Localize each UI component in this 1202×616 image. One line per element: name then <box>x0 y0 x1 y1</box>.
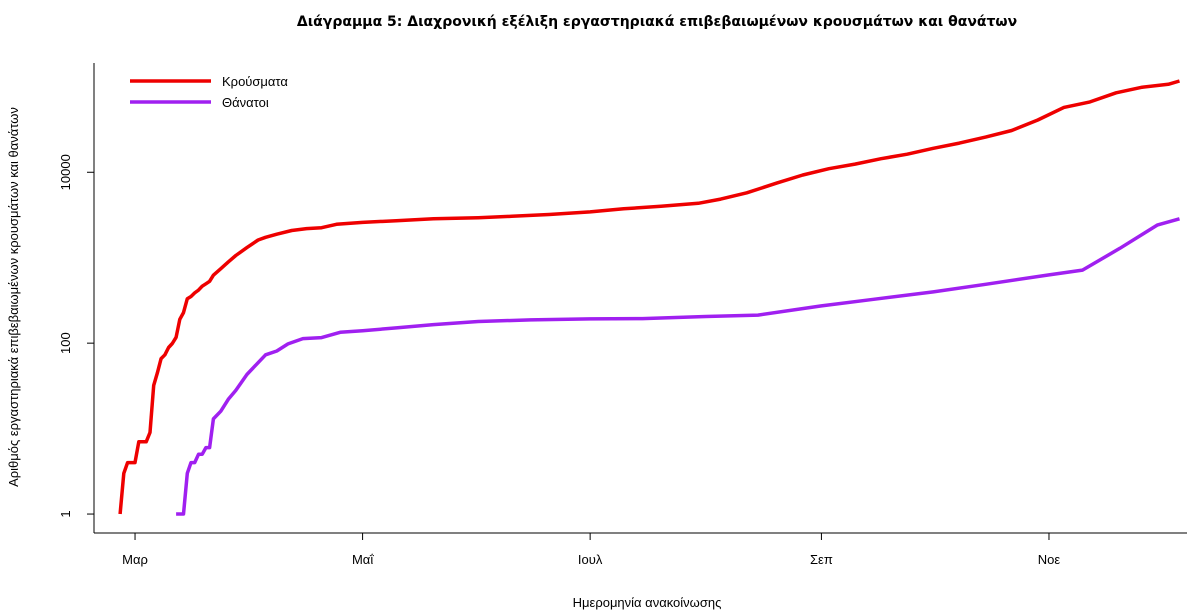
y-tick-label: 1 <box>58 510 73 517</box>
x-tick-label: Νοε <box>1038 552 1061 567</box>
x-tick-label: Σεπ <box>810 552 833 567</box>
plot-area: Μαρ Μαΐ Ιουλ Σεπ Νοε 1 100 10000 <box>58 63 1187 567</box>
series-line-deaths <box>176 217 1180 516</box>
x-tick-label: Ιουλ <box>578 552 603 567</box>
y-axis-title: Αριθμός εργαστηριακά επιβεβαιωμένων κρου… <box>6 107 21 487</box>
x-tick-label: Μαρ <box>122 552 148 567</box>
y-tick-label: 10000 <box>58 154 73 190</box>
legend-label: Θάνατοι <box>222 95 269 110</box>
series-lines <box>118 79 1180 516</box>
series-line-cases <box>118 79 1180 515</box>
chart-title: Διάγραμμα 5: Διαχρονική εξέλιξη εργαστηρ… <box>297 14 1017 30</box>
y-ticks: 1 100 10000 <box>58 154 94 518</box>
x-ticks: Μαρ Μαΐ Ιουλ Σεπ Νοε <box>122 533 1060 567</box>
x-tick-label: Μαΐ <box>352 552 374 567</box>
legend: Κρούσματα Θάνατοι <box>130 74 288 110</box>
legend-label: Κρούσματα <box>222 74 288 89</box>
y-tick-label: 100 <box>58 332 73 354</box>
x-axis-title: Ημερομηνία ανακοίνωσης <box>573 595 722 610</box>
